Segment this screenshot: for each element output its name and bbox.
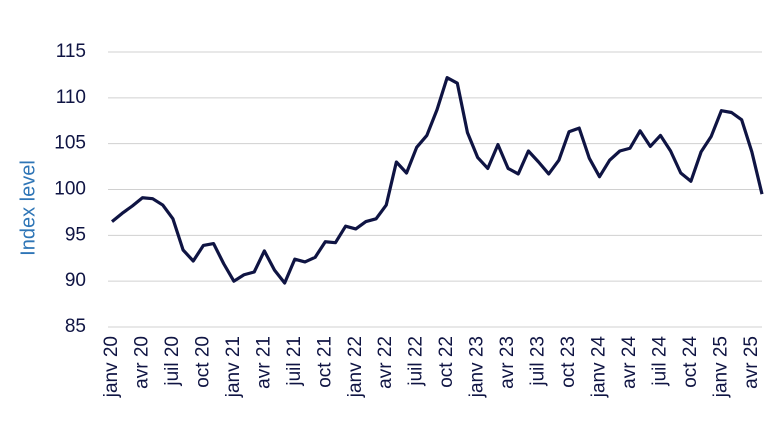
x-tick-label: avr 25 bbox=[741, 336, 762, 389]
x-tick-label: juil 22 bbox=[406, 336, 427, 387]
y-axis-title: Index level bbox=[17, 160, 39, 256]
x-tick-label: janv 24 bbox=[589, 336, 610, 399]
x-tick-label: avr 22 bbox=[375, 336, 396, 389]
y-tick-label: 90 bbox=[65, 270, 86, 291]
x-tick-label: janv 23 bbox=[467, 336, 488, 398]
line-series bbox=[110, 76, 764, 285]
x-tick-label: janv 20 bbox=[101, 336, 122, 398]
x-tick-label: oct 20 bbox=[192, 336, 213, 388]
x-tick-label: janv 25 bbox=[710, 336, 731, 398]
x-tick-label: juil 21 bbox=[284, 336, 305, 387]
x-tick-label: oct 24 bbox=[680, 336, 701, 388]
x-tick-label: avr 21 bbox=[253, 336, 274, 389]
x-tick-label: janv 22 bbox=[345, 336, 366, 398]
y-tick-label: 115 bbox=[56, 41, 86, 62]
x-tick-label: oct 23 bbox=[558, 336, 579, 388]
y-tick-label: 110 bbox=[56, 87, 86, 108]
x-tick-label: avr 23 bbox=[497, 336, 518, 389]
x-tick-label: oct 21 bbox=[314, 336, 335, 388]
y-tick-label: 105 bbox=[54, 133, 86, 154]
x-tick-label: juil 24 bbox=[649, 336, 670, 387]
x-tick-label: avr 20 bbox=[131, 336, 152, 389]
x-tick-label: avr 24 bbox=[619, 336, 640, 389]
x-tick-label: janv 21 bbox=[223, 336, 244, 398]
y-tick-label: 85 bbox=[65, 316, 86, 337]
x-tick-label: juil 20 bbox=[162, 336, 183, 387]
x-tick-label: juil 23 bbox=[528, 336, 549, 387]
y-tick-label: 100 bbox=[54, 179, 86, 200]
x-tick-label: oct 22 bbox=[436, 336, 457, 388]
y-tick-label: 95 bbox=[65, 224, 86, 245]
